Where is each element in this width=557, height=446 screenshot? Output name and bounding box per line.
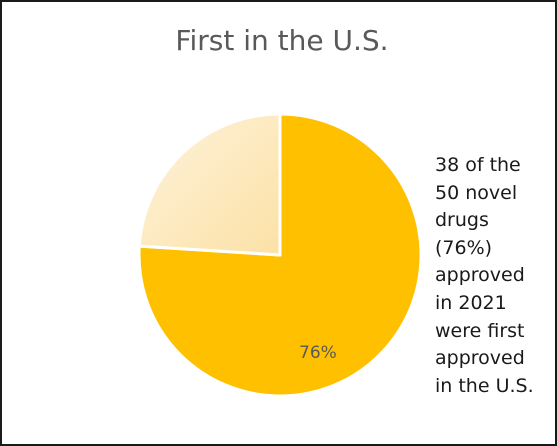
annotation-line: 38 of the [435,154,521,176]
pie-slices [137,112,423,398]
pie-slice [137,112,282,257]
annotation-line: 50 novel [435,181,518,204]
annotation-line: drugs [435,209,489,232]
pie-slice-label: 76% [299,343,337,363]
annotation-line: (76%) [435,236,493,259]
annotation-line: approved [435,347,525,370]
annotation-line: approved [435,264,525,287]
annotation-line: were first [435,319,525,342]
pie-labels: 76% [299,343,337,363]
chart-title: First in the U.S. [175,24,389,57]
annotation-line: in 2021 [435,291,507,314]
pie-slice [137,112,423,398]
annotation-text: 38 of the 50 novel drugs (76%) approved … [435,152,550,400]
annotation-line: in the U.S. [435,374,534,397]
